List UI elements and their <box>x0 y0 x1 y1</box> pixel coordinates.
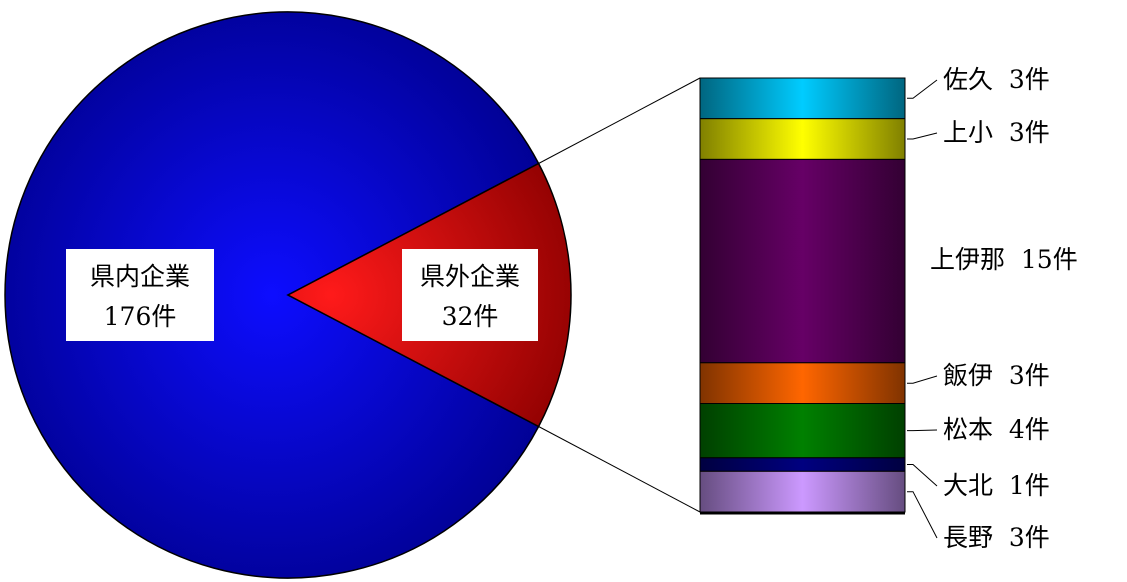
bar-segment-label: 大北 1件 <box>943 471 1050 500</box>
bar-segment-2 <box>699 118 906 160</box>
pie-label-box <box>402 249 538 341</box>
bar-segment-label: 佐久 3件 <box>943 65 1050 94</box>
pie-slice-value: 176件 <box>104 302 177 331</box>
leader-line <box>907 491 938 539</box>
bar-segment-7 <box>699 470 906 513</box>
leader-line <box>907 464 938 487</box>
bar-segment-label: 上小 3件 <box>943 118 1050 147</box>
leader-line <box>907 79 938 99</box>
bar-segment-3 <box>699 158 906 364</box>
connector-line-bottom <box>538 426 701 513</box>
pie-slice-value: 32件 <box>442 302 499 331</box>
pie-slice-label: 県内企業 <box>90 262 190 291</box>
bar-segment-label: 松本 4件 <box>943 415 1050 444</box>
leader-line <box>907 375 938 384</box>
bar-segment-1 <box>699 77 906 120</box>
bar-segment-label: 飯伊 3件 <box>943 361 1050 390</box>
pie-label-box <box>66 249 214 341</box>
stacked-bar <box>699 77 906 515</box>
pie-slice-kennai <box>4 11 540 579</box>
leader-line <box>907 132 938 140</box>
bar-segment-label: 長野 3件 <box>943 523 1050 552</box>
bar-segment-6 <box>699 457 906 472</box>
pie-slice-label: 県外企業 <box>420 262 520 291</box>
leader-line <box>907 429 938 432</box>
bar-segment-4 <box>699 362 906 404</box>
pie-bar-connectors <box>538 77 701 513</box>
bar-segment-5 <box>699 403 906 459</box>
connector-line-top <box>538 77 701 164</box>
bar-segment-label: 上伊那 15件 <box>930 245 1078 274</box>
